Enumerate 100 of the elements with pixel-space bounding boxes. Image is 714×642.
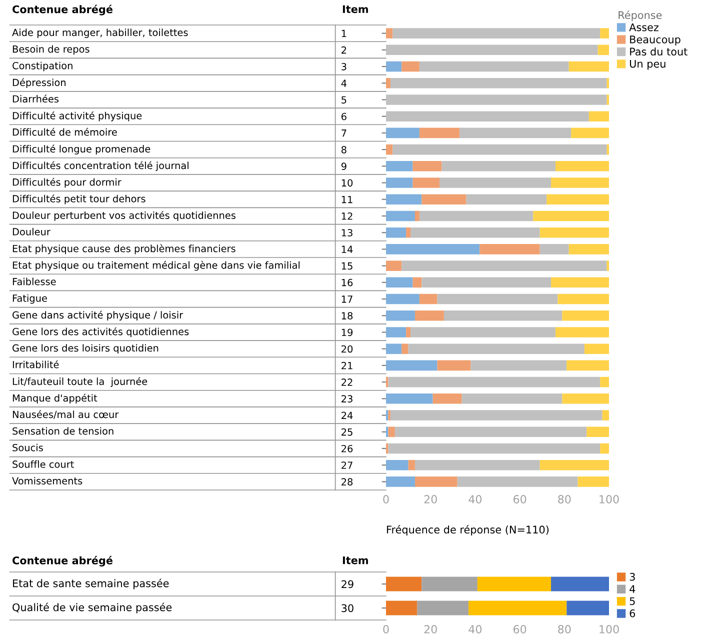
- y-tick-label: 17: [342, 296, 352, 303]
- y-tick-label: 11: [342, 196, 352, 204]
- bar: [386, 128, 420, 138]
- bar: [386, 210, 415, 222]
- bar: [386, 44, 598, 56]
- bar: [386, 360, 438, 371]
- bar: [419, 210, 534, 222]
- text: Gene dans activité physique / loisir: [12, 310, 184, 321]
- text: Etat physique cause des problèmes financiers: [12, 244, 236, 254]
- bar: [566, 600, 609, 616]
- y-tick-label: 18: [342, 312, 353, 320]
- y-axis-title: Item: [342, 5, 368, 14]
- legend-label: Beaucoup: [630, 36, 680, 46]
- y-tick-label: 28: [342, 478, 353, 486]
- bar: [386, 394, 433, 404]
- legend-label: Un peu: [630, 60, 666, 70]
- text: Etat physique ou traitement médical gène dans vie familial: [12, 260, 300, 271]
- bar: [551, 277, 609, 288]
- y-tick-label: 27: [342, 462, 352, 469]
- bar: [402, 61, 420, 72]
- legend-label: Assez: [629, 23, 658, 32]
- text: Sensation de tension: [12, 427, 114, 435]
- x-tick-label: 20: [424, 625, 437, 634]
- bar: [402, 344, 408, 354]
- bar: [600, 443, 609, 454]
- bar: [406, 327, 411, 338]
- y2-axis-title: Contenue abrégé: [12, 556, 112, 566]
- text: Dépression: [12, 78, 66, 88]
- x-tick-label: 40: [468, 495, 482, 504]
- bar: [390, 78, 607, 88]
- x-tick-label: 80: [558, 495, 571, 504]
- bar: [414, 210, 420, 222]
- x-tick-label: 0: [383, 625, 389, 634]
- y-tick-label: 2: [342, 46, 346, 54]
- bar: [390, 410, 602, 420]
- bar: [457, 476, 578, 487]
- bar: [437, 294, 558, 304]
- text: Constipation: [12, 62, 72, 72]
- bar: [402, 260, 607, 271]
- bar: [440, 178, 552, 188]
- x-tick-label: 40: [468, 625, 482, 634]
- y-tick-label: 30: [342, 604, 354, 612]
- bar: [432, 394, 462, 404]
- text: Difficultés pour dormir: [12, 178, 122, 188]
- bar: [414, 310, 444, 321]
- text: Aide pour manger, habiller, toilettes: [12, 28, 188, 38]
- y-tick-label: 21: [342, 362, 352, 370]
- text: Etat de sante semaine passée: [13, 578, 169, 590]
- bar: [422, 194, 466, 205]
- bar: [584, 344, 609, 354]
- bar: [602, 410, 609, 420]
- bar: [386, 28, 393, 38]
- bar: [480, 244, 540, 254]
- bar: [388, 443, 600, 454]
- text: Faiblesse: [12, 278, 56, 286]
- bar: [392, 28, 600, 38]
- bar: [386, 327, 406, 338]
- bar: [386, 310, 415, 321]
- y-tick-label: 26: [342, 444, 353, 452]
- bar: [417, 600, 469, 616]
- text: Fatigue: [12, 294, 47, 304]
- y-tick-label: 6: [342, 112, 346, 120]
- bar: [562, 394, 609, 404]
- bar: [392, 144, 607, 155]
- bar: [410, 227, 540, 238]
- x-tick-label: 100: [600, 495, 619, 504]
- bar: [386, 344, 402, 354]
- bar: [551, 576, 609, 592]
- y-tick-label: 24: [342, 412, 353, 419]
- bar: [388, 426, 395, 438]
- y-tick-label: 3: [342, 62, 346, 70]
- text: Gene lors des loisirs quotidien: [12, 344, 158, 354]
- bar: [386, 600, 418, 616]
- bar: [540, 244, 569, 254]
- bar: [410, 327, 556, 338]
- y-tick-label: 8: [341, 146, 346, 154]
- text: Irritabilité: [12, 360, 59, 368]
- bar: [414, 460, 540, 470]
- bar: [540, 460, 609, 470]
- text: Vomissements: [12, 476, 82, 485]
- bar: [540, 227, 609, 238]
- text: Qualité de vie semaine passée: [12, 602, 172, 614]
- bar: [412, 161, 442, 172]
- text: Douleur: [12, 228, 50, 236]
- bar: [546, 194, 609, 205]
- bar: [600, 376, 609, 388]
- bar: [388, 376, 600, 388]
- bar: [460, 128, 572, 138]
- bar: [555, 327, 609, 338]
- y-tick-label: 25: [342, 428, 352, 436]
- bar: [408, 460, 415, 470]
- y-tick-label: 15: [342, 262, 352, 270]
- text: Besoin de repos: [12, 45, 90, 55]
- text: Difficulté longue promenade: [12, 144, 150, 154]
- text: Douleur perturbent vos activités quotidiennes: [12, 211, 236, 221]
- bar: [566, 360, 609, 371]
- legend-label: 3: [630, 572, 635, 581]
- bar: [477, 576, 552, 592]
- bar: [386, 178, 413, 188]
- y-tick-label: 29: [342, 580, 354, 588]
